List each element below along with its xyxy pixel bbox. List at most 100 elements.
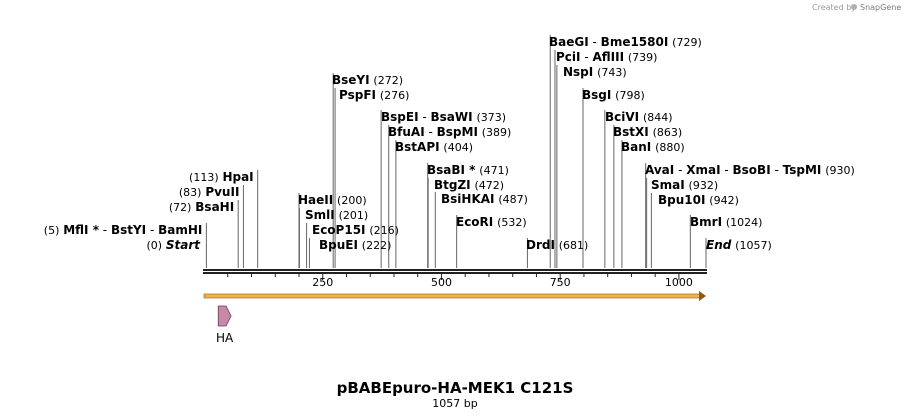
feature-ha[interactable]: HA [216,305,234,345]
site-label-bsgi[interactable]: BsgI (798) [582,88,645,102]
site-label-bstapi[interactable]: BstAPI (404) [395,140,473,154]
site-position: (0) [146,239,162,252]
site-position: (373) [476,111,506,124]
site-label-baegi[interactable]: BaeGI - Bme1580I (729) [549,35,702,49]
enzyme-name: NspI [563,65,593,79]
backbone-strand-bottom [203,272,707,274]
enzyme-name: BstXI [613,125,649,139]
site-position: (216) [369,224,399,237]
name-separator: - [146,223,158,237]
enzyme-name: XmaI [686,163,720,177]
site-position: (272) [373,74,403,87]
site-label-smli[interactable]: SmlI (201) [305,208,368,222]
orf-arrow[interactable] [203,291,706,301]
site-label-ecop15i[interactable]: EcoP15I (216) [312,223,399,237]
enzyme-name: SmlI [305,208,335,222]
site-label-haeii[interactable]: HaeII (200) [298,193,367,207]
site-label-bpuei[interactable]: BpuEI (222) [319,238,391,252]
enzyme-name: PvuII [205,185,239,199]
enzyme-name: DrdI [526,238,555,252]
credit-brand: SnapGene [860,3,901,12]
site-position: (942) [709,194,739,207]
credit-prefix: Created by [812,3,856,12]
site-label-ecori[interactable]: EcoRI (532) [456,215,527,229]
enzyme-name: BaeGI [549,35,589,49]
site-label-bcivi[interactable]: BciVI (844) [605,110,673,124]
site-label-bsahi[interactable]: (72) BsaHI [169,200,234,214]
enzyme-name: AflIII [592,50,624,64]
site-position: (404) [443,141,473,154]
site-label-drdi[interactable]: DrdI (681) [526,238,588,252]
features: HA [216,305,234,345]
tick-label: 250 [312,276,333,289]
enzyme-name: HaeII [298,193,333,207]
site-position: (880) [655,141,685,154]
site-label-bani[interactable]: BanI (880) [621,140,685,154]
site-label-pcii[interactable]: PciI - AflIII (739) [556,50,657,64]
enzyme-name: BciVI [605,110,639,124]
enzyme-name: Bpu10I [658,193,705,207]
enzyme-name: BsoBI [733,163,771,177]
site-position: (932) [689,179,719,192]
feature-arrow-icon [217,305,232,327]
enzyme-name: BfuAI [388,125,425,139]
site-label-bspei[interactable]: BspEI - BsaWI (373) [381,110,506,124]
site-label-pvuii[interactable]: (83) PvuII [179,185,240,199]
site-label-bpu10i[interactable]: Bpu10I (942) [658,193,739,207]
tick-label: 750 [550,276,571,289]
enzyme-name: MflI [63,223,88,237]
site-label-hpai[interactable]: (113) HpaI [189,170,254,184]
site-label-bmri[interactable]: BmrI (1024) [690,215,762,229]
enzyme-name: Start [166,238,201,252]
enzyme-name: End [706,238,732,252]
enzyme-name: BamHI [158,223,202,237]
tick-label: 500 [431,276,452,289]
site-label-nspi[interactable]: NspI (743) [563,65,627,79]
site-position: (389) [482,126,512,139]
site-label-pspfi[interactable]: PspFI (276) [339,88,409,102]
snapgene-credit: Created by SnapGene [812,3,901,12]
site-position: (487) [498,193,528,206]
site-label-bsabi[interactable]: BsaBI * (471) [427,163,509,177]
site-position: (532) [497,216,527,229]
enzyme-name: EcoRI [456,215,493,229]
site-position: (83) [179,186,202,199]
name-separator: - [419,110,431,124]
site-labels: (0) Start(5) MflI * - BstYI - BamHI (72) … [44,35,855,252]
name-separator: - [425,125,437,139]
site-position: (201) [339,209,369,222]
site-label-mfli[interactable]: (5) MflI * - BstYI - BamHI [44,223,203,237]
site-label-bsihkai[interactable]: BsiHKAI (487) [441,192,528,206]
site-label-bstxi[interactable]: BstXI (863) [613,125,682,139]
site-position: (276) [380,89,410,102]
name-separator: - [721,163,733,177]
snapgene-logo-icon [851,4,857,10]
site-label-smai[interactable]: SmaI (932) [651,178,718,192]
enzyme-name: BseYI [332,73,370,87]
tick-label: 1000 [665,276,693,289]
site-position: (798) [615,89,645,102]
site-label-start[interactable]: (0) Start [146,238,201,252]
site-label-avai[interactable]: AvaI - XmaI - BsoBI - TspMI (930) [645,163,855,177]
enzyme-name: Bme1580I [601,35,669,49]
enzyme-name: BpuEI [319,238,358,252]
enzyme-name: BspEI [381,110,419,124]
enzyme-name: BmrI [690,215,722,229]
site-label-btgzi[interactable]: BtgZI (472) [434,178,504,192]
site-position: (472) [474,179,504,192]
site-label-end[interactable]: End (1057) [706,238,772,252]
enzyme-name: BstAPI [395,140,440,154]
site-position: (863) [653,126,683,139]
site-label-bfuai[interactable]: BfuAI - BspMI (389) [388,125,511,139]
feature-label: HA [216,331,234,345]
site-position: (739) [628,51,658,64]
enzyme-name: BsiHKAI [441,192,495,206]
enzyme-name: BstYI [111,223,146,237]
scale-ticks: 250 500 750 1000 [227,274,693,289]
enzyme-name: SmaI [651,178,685,192]
site-label-bseyi[interactable]: BseYI (272) [332,73,403,87]
enzyme-name: HpaI [222,170,253,184]
name-separator: - [589,35,601,49]
map-length: 1057 bp [432,397,477,410]
site-position: (72) [169,201,192,214]
